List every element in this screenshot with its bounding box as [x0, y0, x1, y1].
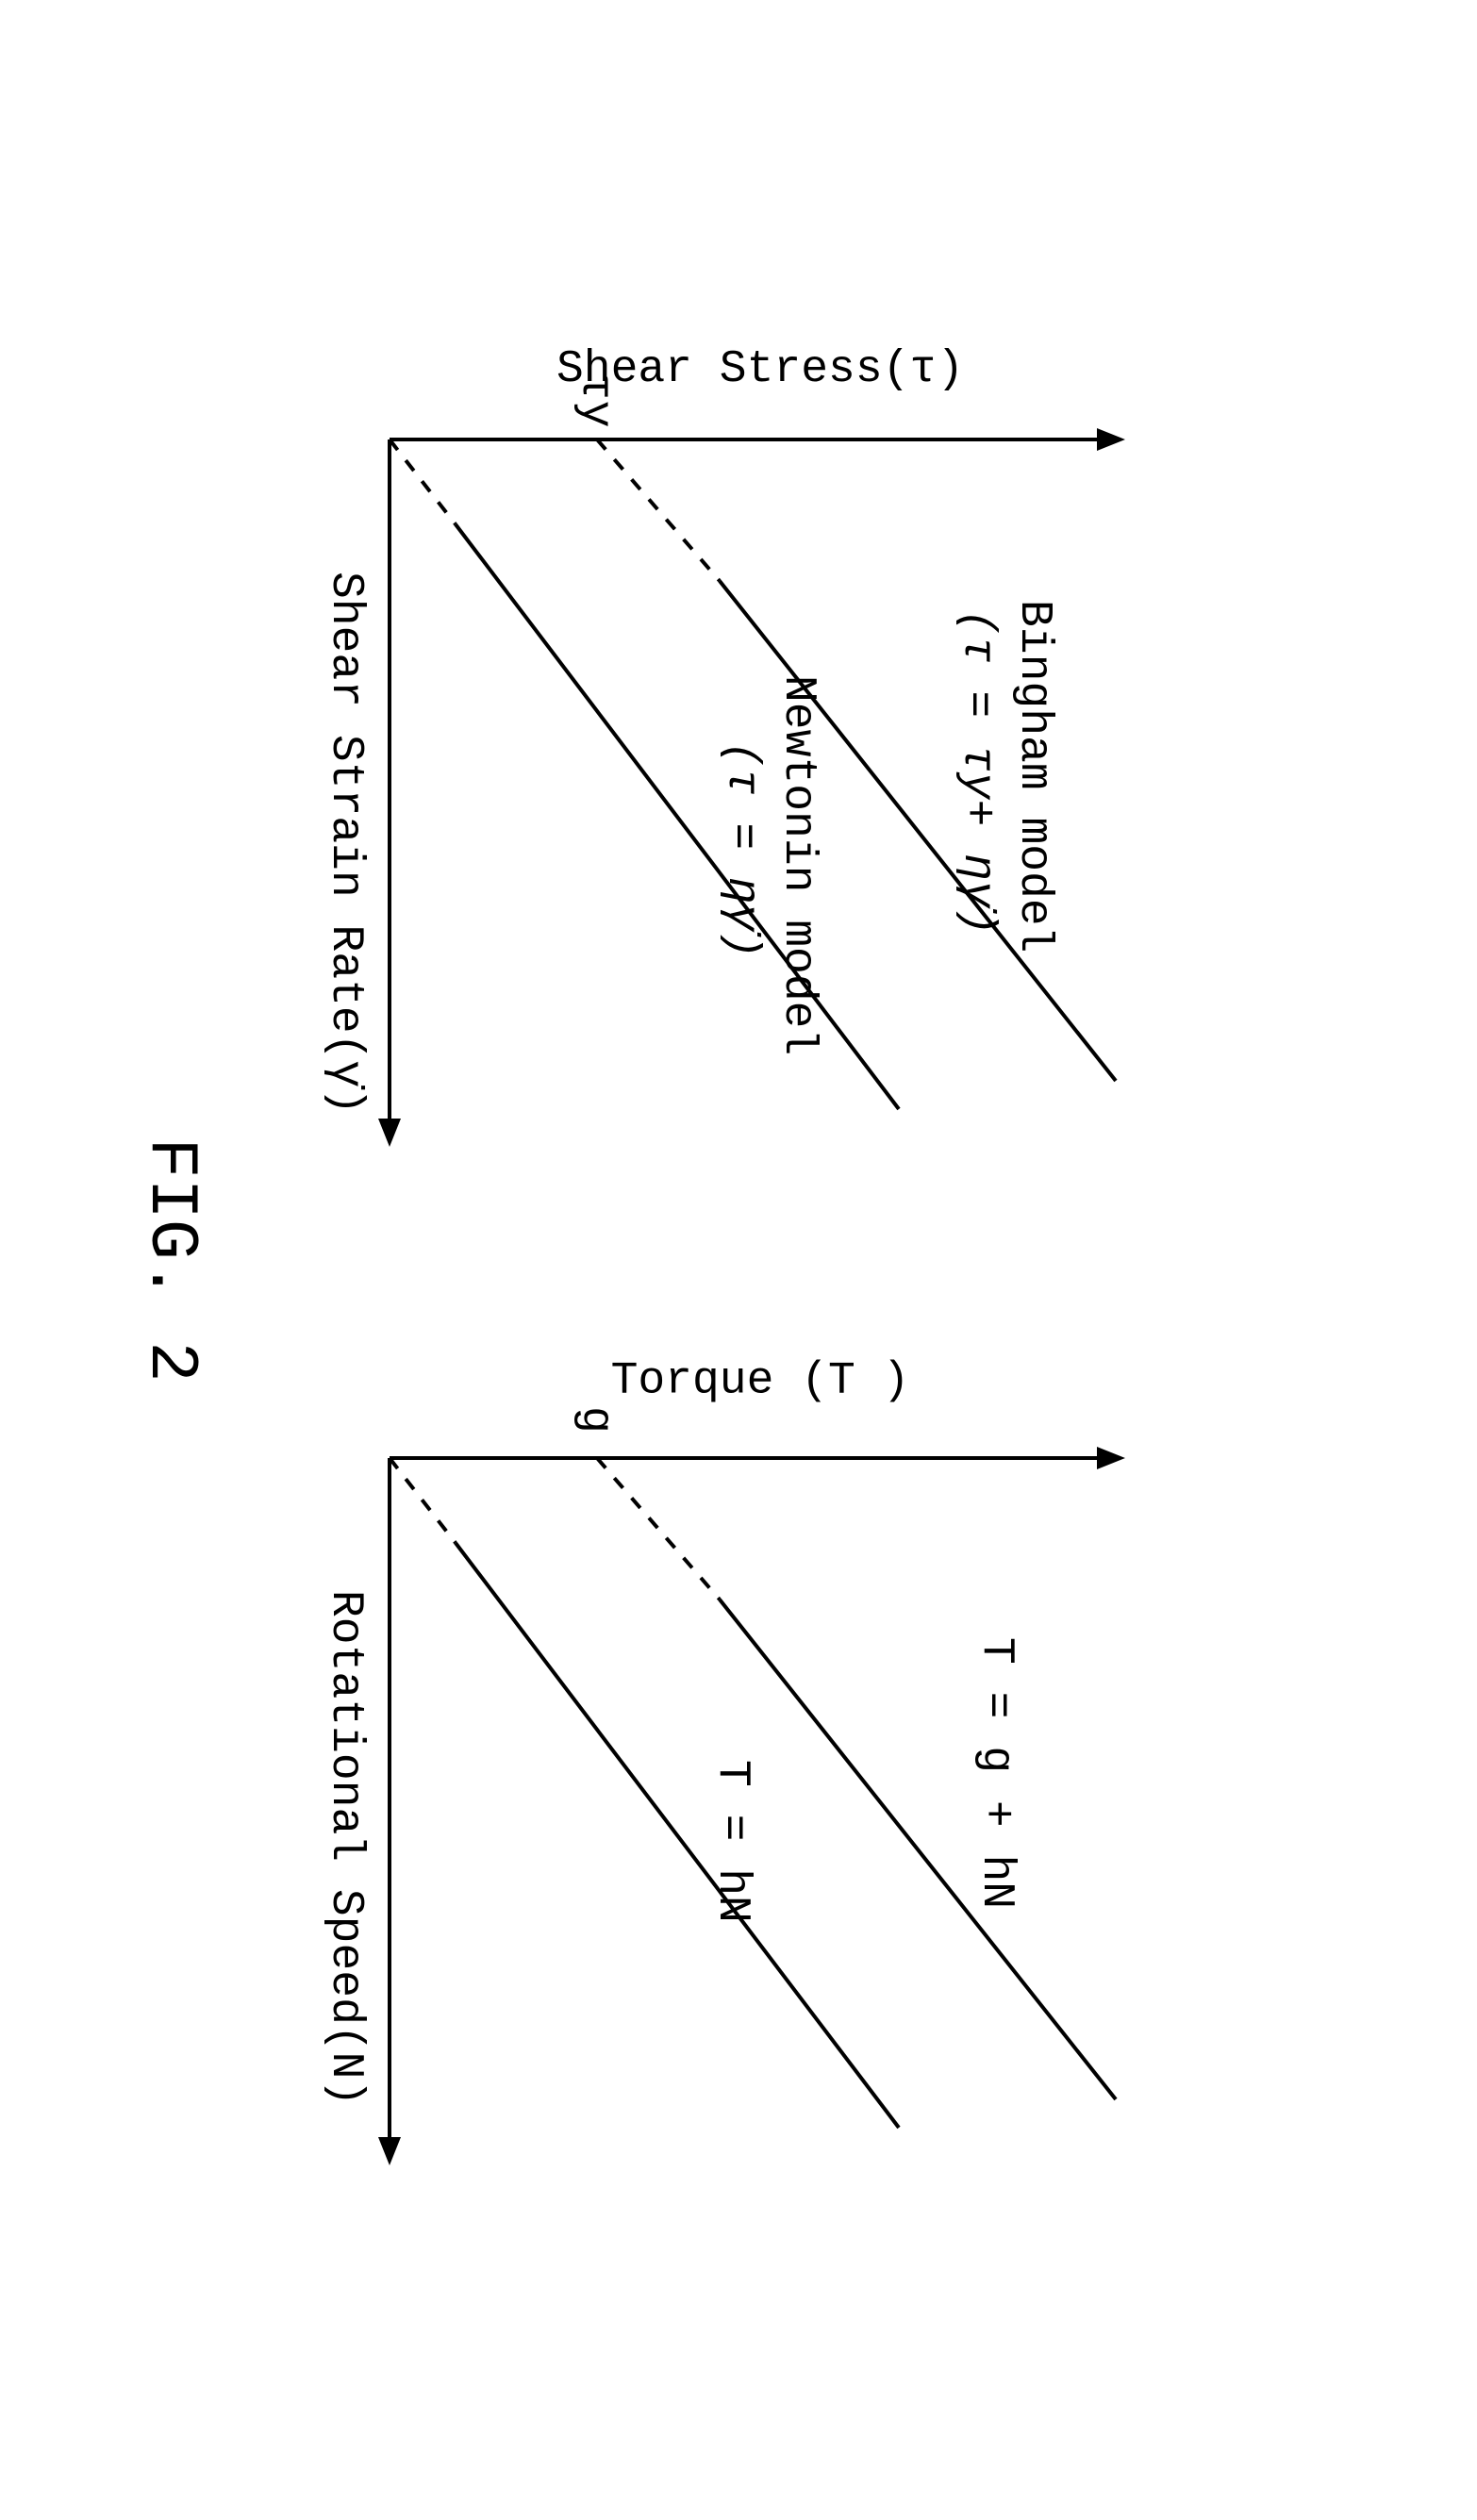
- figure-container: Shear Stress(τ) Shear Strain Rate(γ̇) τy…: [0, 0, 1477, 2520]
- bingham-name: Bingham model: [1008, 600, 1059, 953]
- x-axis-arrow-r: [378, 2137, 401, 2165]
- newtonian-solid: [456, 524, 899, 1109]
- left-plot: Shear Stress(τ) Shear Strain Rate(γ̇) τy…: [314, 326, 1163, 1175]
- x-axis-arrow: [378, 1119, 401, 1147]
- upper-solid-r: [720, 1600, 1116, 2099]
- left-intercept-label: τy: [570, 373, 621, 428]
- y-axis-arrow: [1097, 428, 1125, 451]
- right-x-label: Rotational Speed(N): [320, 1590, 371, 2106]
- right-intercept-label: g: [570, 1406, 621, 1434]
- lower-solid-r: [456, 1543, 899, 2128]
- bingham-dashed: [597, 439, 720, 581]
- left-x-label: Shear Strain Rate(γ̇): [320, 572, 371, 1115]
- figure-caption: FIG. 2: [132, 1137, 209, 1382]
- lower-eq-r: T = hN: [706, 1760, 757, 1923]
- right-y-label: Torque (T ): [611, 1355, 910, 1406]
- newtonian-eq: (τ = ηγ̇): [716, 741, 767, 958]
- newtonian-name: Newtonin model: [772, 675, 823, 1055]
- newtonian-dashed: [390, 439, 456, 524]
- upper-eq-r: T = g + hN: [971, 1637, 1021, 1909]
- bingham-eq: (τ = τy+ ηγ̇): [952, 609, 1003, 936]
- right-plot: Torque (T ) Rotational Speed(N) g T = g …: [314, 1345, 1163, 2194]
- upper-dashed-r: [597, 1458, 720, 1600]
- y-axis-arrow-r: [1097, 1447, 1125, 1469]
- lower-dashed-r: [390, 1458, 456, 1543]
